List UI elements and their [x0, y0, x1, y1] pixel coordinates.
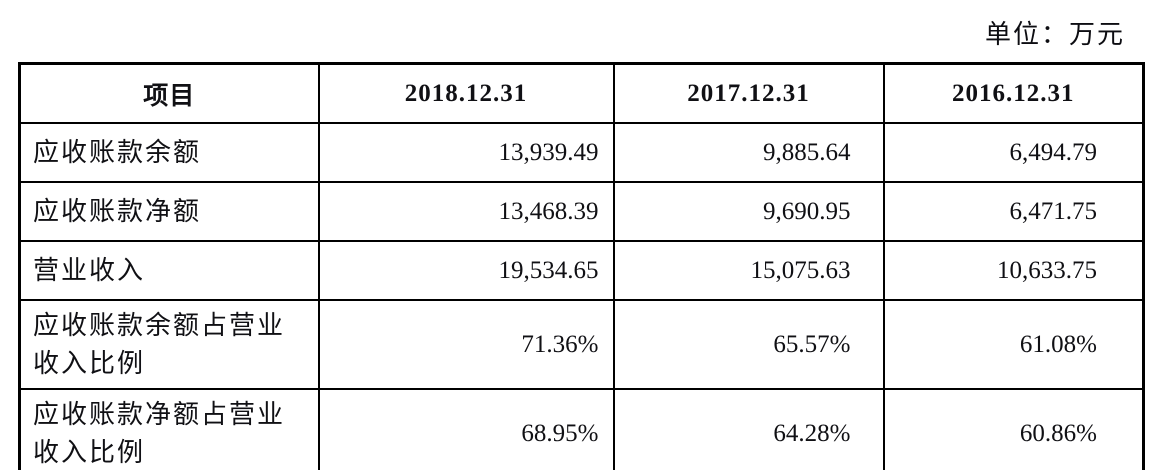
cell-value: 71.36%	[317, 299, 615, 390]
cell-value: 13,939.49	[317, 122, 615, 183]
table-row-ar-net-ratio: 应收账款净额占营业 收入比例 68.95% 64.28% 60.86%	[18, 388, 1145, 470]
cell-value: 64.28%	[612, 388, 885, 470]
cell-value: 68.95%	[317, 388, 615, 470]
column-header-2016: 2016.12.31	[882, 62, 1145, 124]
row-label: 应收账款余额	[18, 122, 320, 183]
cell-value: 61.08%	[882, 299, 1145, 390]
cell-value: 9,690.95	[612, 181, 885, 242]
column-header-2018: 2018.12.31	[317, 62, 615, 124]
table-row-ar-balance-ratio: 应收账款余额占营业 收入比例 71.36% 65.57% 61.08%	[18, 299, 1145, 390]
row-label: 营业收入	[18, 240, 320, 301]
table-row-ar-balance: 应收账款余额 13,939.49 9,885.64 6,494.79	[18, 122, 1145, 183]
table-row-ar-net: 应收账款净额 13,468.39 9,690.95 6,471.75	[18, 181, 1145, 242]
column-header-2017: 2017.12.31	[612, 62, 885, 124]
table-row-revenue: 营业收入 19,534.65 15,075.63 10,633.75	[18, 240, 1145, 301]
cell-value: 19,534.65	[317, 240, 615, 301]
unit-label: 单位：万元	[984, 20, 1125, 49]
header-row: 项目 2018.12.31 2017.12.31 2016.12.31	[18, 62, 1145, 124]
row-label: 应收账款净额	[18, 181, 320, 242]
cell-value: 9,885.64	[612, 122, 885, 183]
row-label: 应收账款余额占营业 收入比例	[18, 299, 320, 390]
financial-table: 项目 2018.12.31 2017.12.31 2016.12.31 应收账款…	[18, 62, 1145, 470]
cell-value: 65.57%	[612, 299, 885, 390]
row-label: 应收账款净额占营业 收入比例	[18, 388, 320, 470]
cell-value: 10,633.75	[882, 240, 1145, 301]
cell-value: 13,468.39	[317, 181, 615, 242]
cell-value: 60.86%	[882, 388, 1145, 470]
cell-value: 6,471.75	[882, 181, 1145, 242]
cell-value: 6,494.79	[882, 122, 1145, 183]
column-header-item: 项目	[18, 62, 320, 124]
cell-value: 15,075.63	[612, 240, 885, 301]
